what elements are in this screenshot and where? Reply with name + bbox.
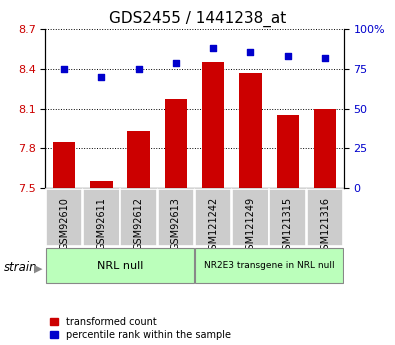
Bar <box>195 189 231 246</box>
Bar <box>202 62 224 188</box>
Text: strain: strain <box>4 261 38 274</box>
Bar <box>314 109 336 188</box>
Text: ▶: ▶ <box>34 264 42 273</box>
Point <box>98 74 105 80</box>
Text: GSM92610: GSM92610 <box>59 197 69 250</box>
Point <box>173 60 179 66</box>
Text: GDS2455 / 1441238_at: GDS2455 / 1441238_at <box>109 10 286 27</box>
Text: GSM121316: GSM121316 <box>320 197 330 256</box>
Text: NRL null: NRL null <box>97 261 143 270</box>
Text: GSM92612: GSM92612 <box>134 197 144 250</box>
Bar <box>46 248 194 283</box>
Point <box>210 46 216 51</box>
Legend: transformed count, percentile rank within the sample: transformed count, percentile rank withi… <box>50 317 231 340</box>
Bar <box>239 73 261 188</box>
Text: GSM92611: GSM92611 <box>96 197 106 250</box>
Text: GSM121242: GSM121242 <box>208 197 218 256</box>
Bar <box>158 189 194 246</box>
Bar <box>53 142 75 188</box>
Bar <box>120 189 157 246</box>
Bar <box>46 189 82 246</box>
Bar <box>165 99 187 188</box>
Text: NR2E3 transgene in NRL null: NR2E3 transgene in NRL null <box>204 261 335 270</box>
Bar <box>195 248 343 283</box>
Point <box>284 53 291 59</box>
Text: GSM121249: GSM121249 <box>245 197 256 256</box>
Point <box>135 66 142 72</box>
Text: GSM92613: GSM92613 <box>171 197 181 250</box>
Bar <box>269 189 306 246</box>
Bar <box>276 115 299 188</box>
Text: GSM121315: GSM121315 <box>283 197 293 256</box>
Bar <box>307 189 343 246</box>
Bar <box>232 189 269 246</box>
Bar <box>128 131 150 188</box>
Bar <box>90 181 113 188</box>
Point <box>61 66 67 72</box>
Bar <box>83 189 120 246</box>
Point <box>247 49 254 54</box>
Point <box>322 55 328 61</box>
